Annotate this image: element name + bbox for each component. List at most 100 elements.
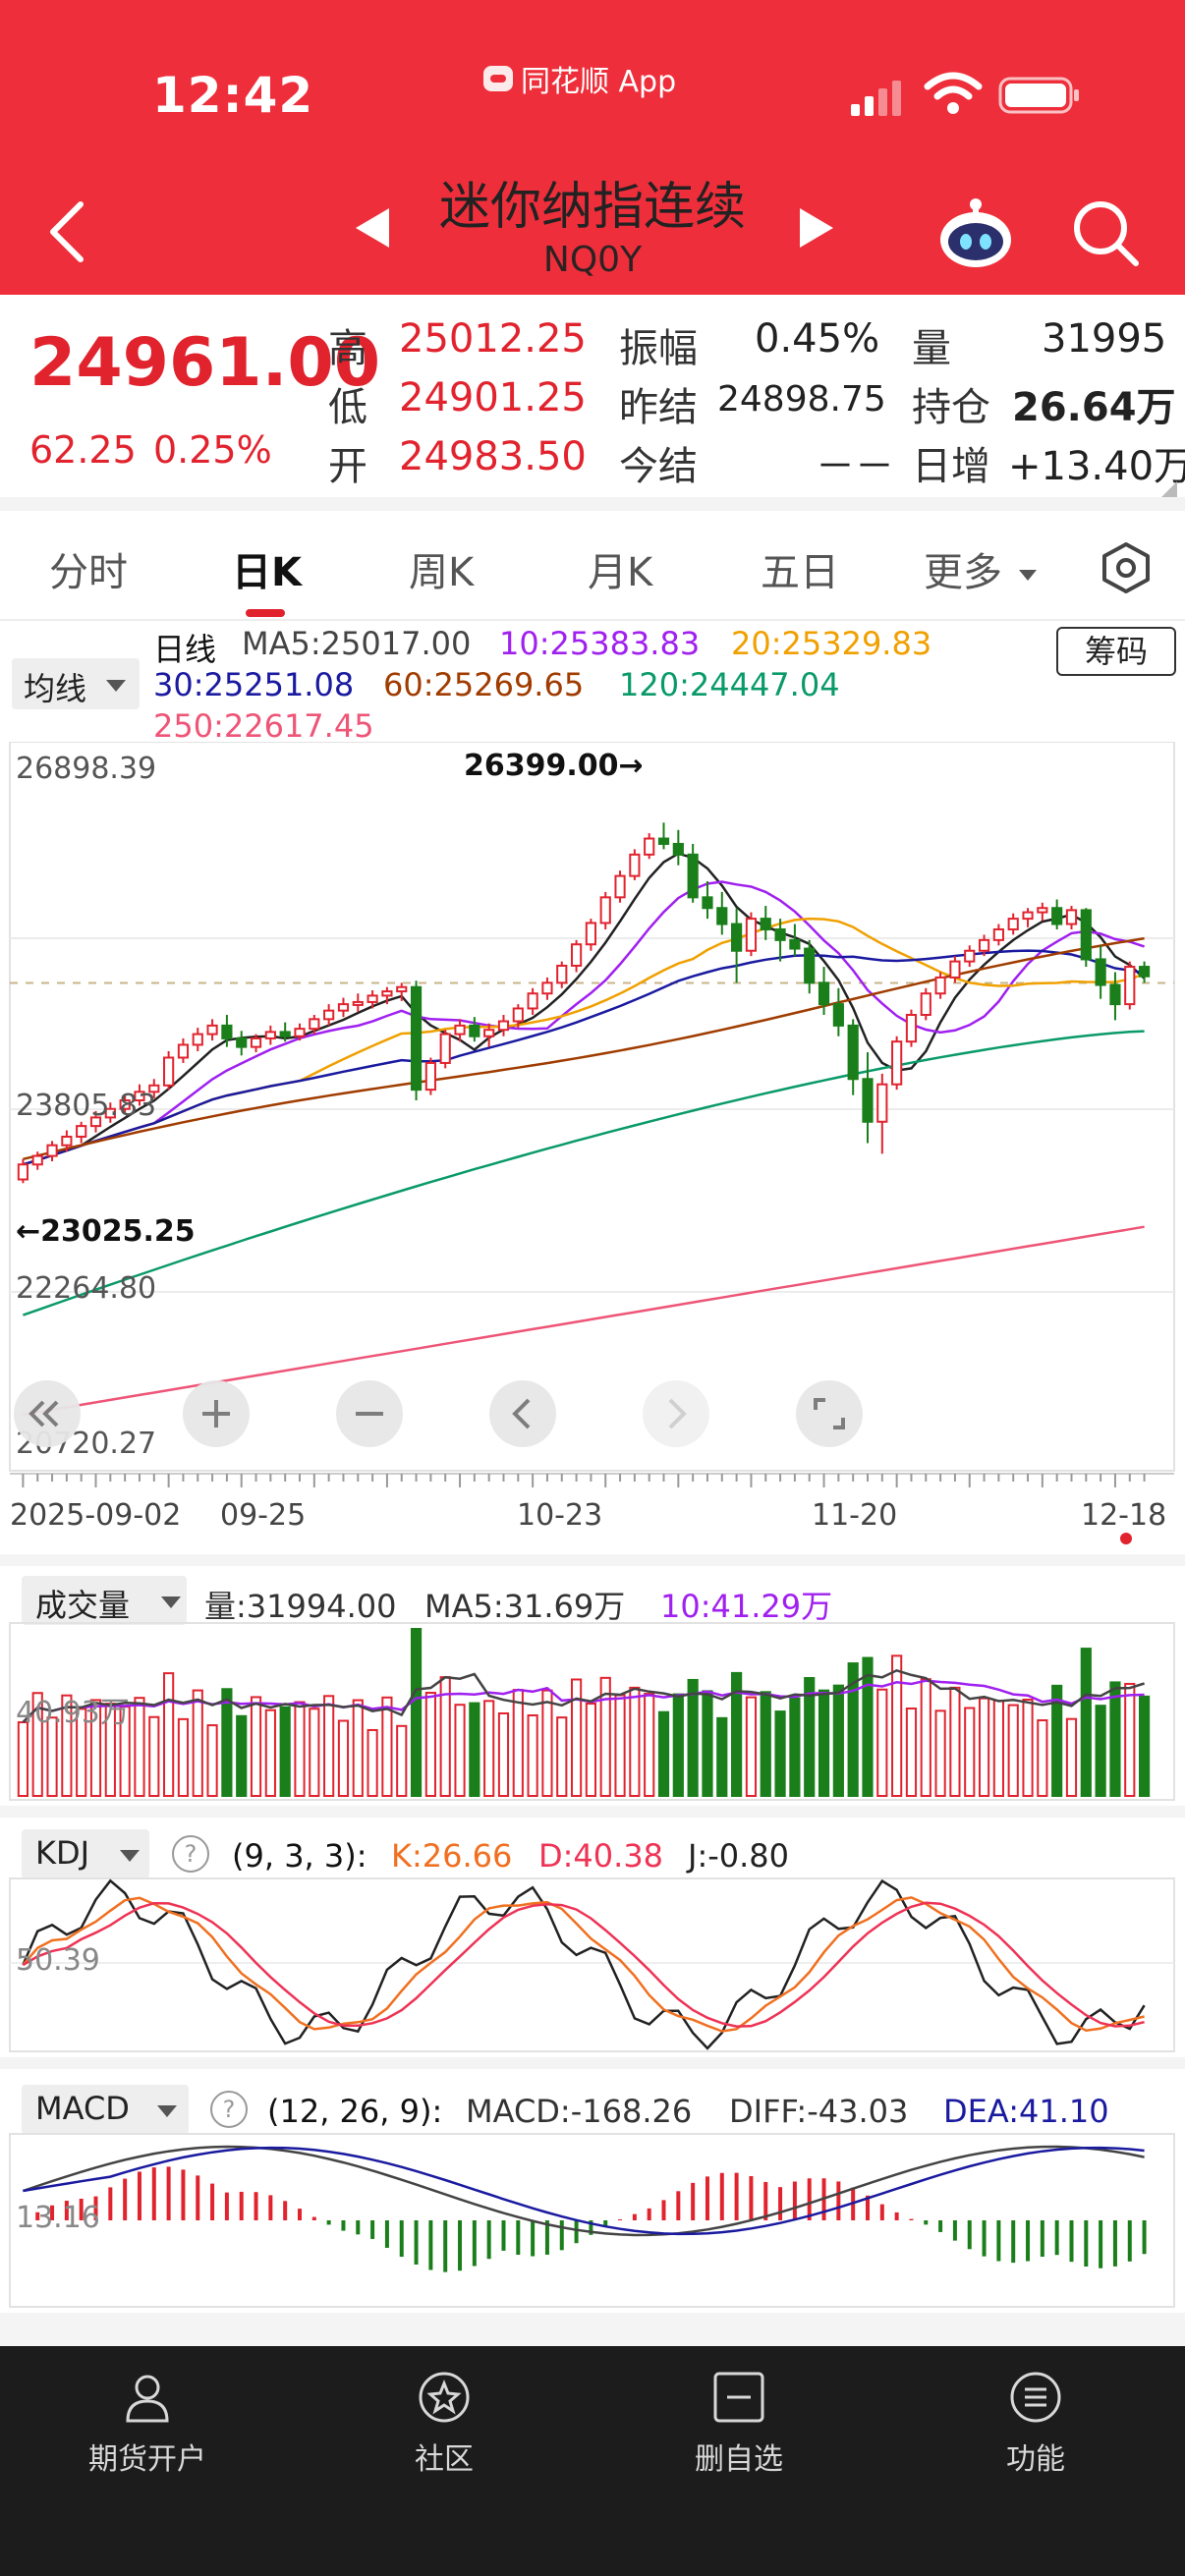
fullscreen-button[interactable] xyxy=(796,1380,863,1447)
caret-down-icon xyxy=(120,1850,140,1862)
volume-bar xyxy=(1022,1699,1034,1797)
next-instrument-button[interactable] xyxy=(800,208,833,248)
volume-bar xyxy=(672,1693,684,1797)
signal-icon xyxy=(851,81,901,116)
volume-bar xyxy=(148,1715,160,1797)
volume-bar xyxy=(469,1702,480,1797)
kdj-indicator-select[interactable]: KDJ xyxy=(22,1829,149,1878)
nav-community[interactable]: 社区 xyxy=(346,2368,542,2478)
low-value: 24901.25 xyxy=(399,375,587,420)
candle xyxy=(512,1007,524,1023)
volume-chart[interactable] xyxy=(0,1621,1185,1803)
macd-frame xyxy=(9,2133,1175,2308)
candle xyxy=(483,1029,495,1037)
macd-help-icon[interactable]: ? xyxy=(210,2091,248,2128)
candle xyxy=(745,918,758,952)
nav-remove-watchlist[interactable]: 删自选 xyxy=(641,2368,837,2478)
candle xyxy=(309,1018,320,1031)
volume-bar xyxy=(1051,1684,1063,1797)
kdj-chart[interactable] xyxy=(0,1876,1185,2053)
tab-weekly-k[interactable]: 周K xyxy=(409,550,475,595)
period-high-callout: 26399.00→ xyxy=(464,749,644,783)
volume-bar xyxy=(323,1695,335,1797)
volume-bar xyxy=(876,1688,888,1797)
volume-bar xyxy=(614,1694,626,1797)
volume-bar xyxy=(1138,1695,1151,1797)
candle xyxy=(687,853,699,899)
tab-intraday[interactable]: 分时 xyxy=(49,550,128,595)
scroll-right-button[interactable] xyxy=(643,1380,709,1447)
volume-bar xyxy=(61,1694,73,1797)
volume-bar xyxy=(599,1676,611,1798)
volume-bar xyxy=(978,1697,990,1797)
app-indicator: 同花顺 App xyxy=(483,57,676,100)
volume-bar xyxy=(629,1686,641,1797)
volume-bar xyxy=(789,1697,801,1797)
macd-indicator-select[interactable]: MACD xyxy=(22,2085,189,2134)
y-axis-label-top: 26898.39 xyxy=(16,752,157,786)
candle xyxy=(992,927,1004,941)
macd-diff: DIFF:-43.03 xyxy=(729,2093,909,2130)
volume-bar xyxy=(687,1678,699,1797)
candle xyxy=(497,1020,510,1032)
y-axis-label-3: 22264.80 xyxy=(16,1271,157,1306)
candle xyxy=(396,985,408,993)
tab-daily-k[interactable]: 日K xyxy=(232,550,302,595)
date-label-1: 09-25 xyxy=(220,1498,307,1533)
settings-hexagon-icon[interactable] xyxy=(1099,540,1154,595)
prev-settle-label: 昨结 xyxy=(619,385,698,430)
volume-bar xyxy=(206,1724,218,1797)
candle xyxy=(236,1036,248,1048)
volume-bar xyxy=(352,1699,364,1797)
zoom-in-button[interactable] xyxy=(183,1380,250,1447)
volume-bar xyxy=(644,1693,655,1797)
ma-title: 日线 xyxy=(153,631,217,668)
kdj-axis-label: 50.39 xyxy=(16,1943,100,1978)
prev-instrument-button[interactable] xyxy=(356,208,389,248)
candle xyxy=(323,1009,335,1021)
volume-indicator-select[interactable]: 成交量 xyxy=(22,1576,187,1625)
volume-bar xyxy=(454,1704,466,1797)
kdj-help-icon[interactable]: ? xyxy=(172,1835,209,1873)
scroll-left-button[interactable] xyxy=(489,1380,556,1447)
tab-five-day[interactable]: 五日 xyxy=(761,550,839,595)
candle xyxy=(599,896,611,924)
volume-bar xyxy=(1037,1719,1048,1797)
candle xyxy=(862,1078,874,1123)
kline-chart[interactable] xyxy=(0,742,1185,1474)
volume-bar xyxy=(745,1696,758,1797)
macd-chart[interactable] xyxy=(0,2132,1185,2309)
current-position-dot xyxy=(1120,1533,1132,1544)
nav-functions[interactable]: 功能 xyxy=(937,2368,1134,2478)
ma30-value: 30:25251.08 xyxy=(153,666,355,703)
search-icon[interactable] xyxy=(1069,196,1144,271)
volume-bar xyxy=(702,1690,713,1797)
candle xyxy=(1080,909,1092,961)
ma30-line xyxy=(23,949,1145,1166)
chips-button[interactable]: 筹码 xyxy=(1056,627,1176,676)
zoom-out-button[interactable] xyxy=(336,1380,403,1447)
candle xyxy=(920,992,931,1016)
nav-futures-account[interactable]: 期货开户 xyxy=(49,2368,246,2478)
volume-bar xyxy=(31,1692,43,1797)
ma-indicator-select[interactable]: 均线 xyxy=(12,658,140,709)
expand-corner-icon[interactable] xyxy=(1159,479,1179,499)
ma250-value: 250:22617.45 xyxy=(153,707,374,745)
robot-assistant-icon[interactable] xyxy=(936,196,1015,271)
macd-dea-line xyxy=(23,2146,1145,2236)
tab-more[interactable]: 更多 xyxy=(924,540,1037,597)
remove-watchlist-icon xyxy=(713,2372,764,2423)
volume-bar xyxy=(1080,1648,1092,1798)
back-button[interactable] xyxy=(39,193,98,271)
divider xyxy=(0,2057,1185,2069)
macd-value: MACD:-168.26 xyxy=(466,2093,693,2130)
candle xyxy=(1138,966,1151,978)
volume-bar xyxy=(294,1701,306,1797)
candle xyxy=(1065,909,1078,925)
candle xyxy=(367,994,378,1003)
candle xyxy=(250,1036,262,1048)
candle xyxy=(804,947,816,984)
zoom-out-fast-button[interactable] xyxy=(14,1380,81,1447)
ma60-value: 60:25269.65 xyxy=(383,666,585,703)
tab-monthly-k[interactable]: 月K xyxy=(588,550,653,595)
